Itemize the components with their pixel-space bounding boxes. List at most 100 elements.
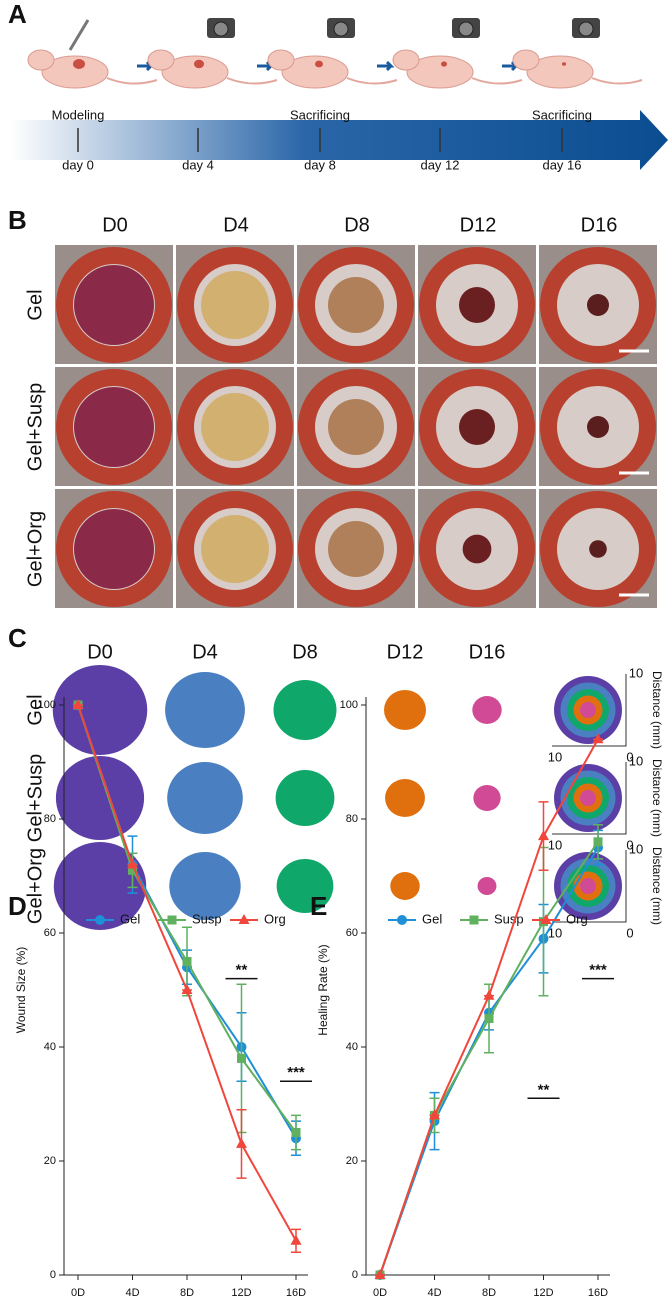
contour [580, 790, 596, 806]
y-tick-label: 20 [44, 1155, 56, 1167]
wound [587, 294, 609, 316]
panel-letter: C [8, 623, 27, 653]
marker [182, 957, 192, 966]
legend-label: Susp [192, 911, 222, 926]
camera-lens [578, 21, 594, 37]
y-tick-label: 80 [44, 813, 56, 825]
column-header: D16 [581, 214, 618, 236]
wound-shape [169, 852, 241, 920]
wound-spot [315, 60, 323, 68]
wound [587, 416, 609, 438]
camera-lens [213, 21, 229, 37]
column-header: D12 [460, 214, 497, 236]
event-label: Sacrificing [290, 107, 350, 122]
day-label: day 12 [420, 157, 459, 172]
significance: ** [236, 962, 248, 979]
wound-shape [384, 690, 426, 730]
contour-axes [552, 674, 627, 747]
column-header: D4 [223, 214, 249, 236]
y-tick-label: 60 [346, 927, 358, 939]
marker [538, 830, 549, 841]
marker [237, 1053, 246, 1063]
axis-tick: 10 [629, 841, 643, 856]
x-tick-label: 16D [286, 1287, 306, 1299]
column-header: D0 [102, 214, 128, 236]
row-label: Gel [24, 694, 46, 725]
contour [580, 878, 596, 894]
y-tick-label: 0 [50, 1269, 56, 1281]
marker [397, 915, 407, 925]
mouse-tail [471, 77, 523, 85]
wound [74, 509, 154, 589]
mouse-body [41, 55, 109, 89]
event-label: Modeling [52, 107, 105, 122]
mouse-body [161, 55, 229, 89]
y-tick-label: 100 [38, 699, 56, 711]
marker [291, 1128, 301, 1137]
legend-label: Org [566, 911, 588, 926]
wound [201, 515, 269, 583]
wound-shape [390, 872, 420, 900]
wound-shape [53, 842, 147, 930]
marker [72, 699, 84, 709]
column-header: D0 [87, 641, 113, 663]
panel-letter: D [8, 891, 27, 921]
wound-shape [275, 770, 335, 826]
mouse-tail [591, 77, 643, 85]
marker [483, 989, 495, 1000]
marker [593, 837, 603, 847]
wound-shape [165, 672, 245, 748]
wound [74, 387, 154, 467]
row-label: Gel+Org [24, 511, 46, 587]
contour-axes [552, 850, 627, 923]
row-label: Gel [24, 289, 46, 320]
marker [290, 1234, 302, 1245]
x-tick-label: 8D [180, 1287, 194, 1299]
panel-letter: A [8, 0, 27, 29]
marker [167, 915, 177, 925]
mouse-tail [226, 77, 278, 85]
x-tick-label: 8D [482, 1287, 496, 1299]
wound [328, 277, 384, 333]
panel-letter: E [310, 891, 327, 921]
wound-shape [385, 779, 425, 817]
axis-tick: 0 [626, 925, 633, 940]
mouse-body [526, 55, 594, 89]
wound-shape [477, 877, 497, 895]
contour-axes [552, 762, 627, 835]
axis-tick: 10 [548, 925, 562, 940]
wound-shape [167, 762, 243, 834]
wound [459, 409, 495, 445]
y-tick-label: 40 [44, 1041, 56, 1053]
contour [580, 702, 596, 718]
x-tick-label: 12D [533, 1287, 553, 1299]
marker [592, 733, 604, 744]
y-tick-label: 20 [346, 1155, 358, 1167]
axis-tick: 10 [548, 837, 562, 852]
wound [328, 521, 384, 577]
x-tick-label: 4D [427, 1287, 441, 1299]
x-tick-label: 12D [231, 1287, 251, 1299]
x-tick-label: 0D [373, 1287, 387, 1299]
axis-tick: 10 [629, 665, 643, 680]
wound [589, 540, 607, 558]
mouse-tail [106, 77, 158, 85]
legend-label: Susp [494, 911, 524, 926]
mouse-body [281, 55, 349, 89]
y-tick-label: 40 [346, 1041, 358, 1053]
wound [462, 534, 492, 564]
y-tick-label: 60 [44, 927, 56, 939]
wound [74, 265, 154, 345]
wound-shape [55, 756, 145, 840]
axis-label: Distance (mm) [650, 759, 664, 837]
wound-shape [276, 859, 334, 913]
axis-tick: 0 [626, 837, 633, 852]
wound-shape [472, 696, 502, 724]
marker [469, 915, 479, 925]
panel-letter: B [8, 205, 27, 235]
wound-shape [52, 665, 148, 755]
day-label: day 4 [182, 157, 214, 172]
marker [128, 865, 137, 875]
x-tick-label: 0D [71, 1287, 85, 1299]
marker [238, 914, 250, 924]
